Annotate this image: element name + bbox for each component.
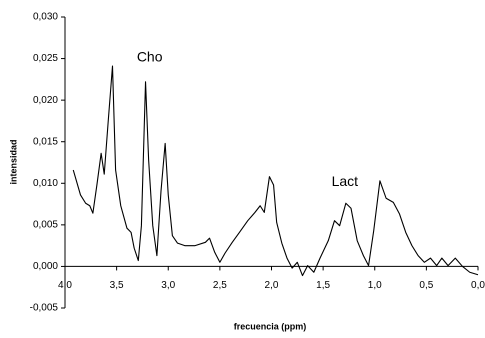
x-tick-label: 2,0 <box>265 280 279 291</box>
x-tick-label: 0,5 <box>419 280 433 291</box>
y-tick-label: 0,005 <box>33 219 58 230</box>
y-tick-label: 0,020 <box>33 95 58 106</box>
y-axis-title: intensidad <box>8 139 18 184</box>
x-tick-label: 3,0 <box>161 280 175 291</box>
x-tick-label: 1,5 <box>316 280 330 291</box>
y-tick-label: 0,030 <box>33 12 58 23</box>
y-tick-label: 0,015 <box>33 136 58 147</box>
x-tick-label: 1,0 <box>368 280 382 291</box>
annotation: Cho <box>137 48 163 64</box>
x-tick-label: 0,0 <box>471 280 485 291</box>
y-tick-label: 0,000 <box>33 261 58 272</box>
annotation: Lact <box>332 173 359 189</box>
y-tick-label: 0,025 <box>33 53 58 64</box>
x-tick-label: 3,5 <box>110 280 124 291</box>
y-tick-label: -0,005 <box>30 303 59 314</box>
x-axis-title: frecuencia (ppm) <box>234 321 307 331</box>
x-tick-label: 2,5 <box>213 280 227 291</box>
y-tick-label: 0,010 <box>33 178 58 189</box>
x-tick-label: 4,0 <box>58 280 72 291</box>
spectrum-line <box>72 65 479 277</box>
